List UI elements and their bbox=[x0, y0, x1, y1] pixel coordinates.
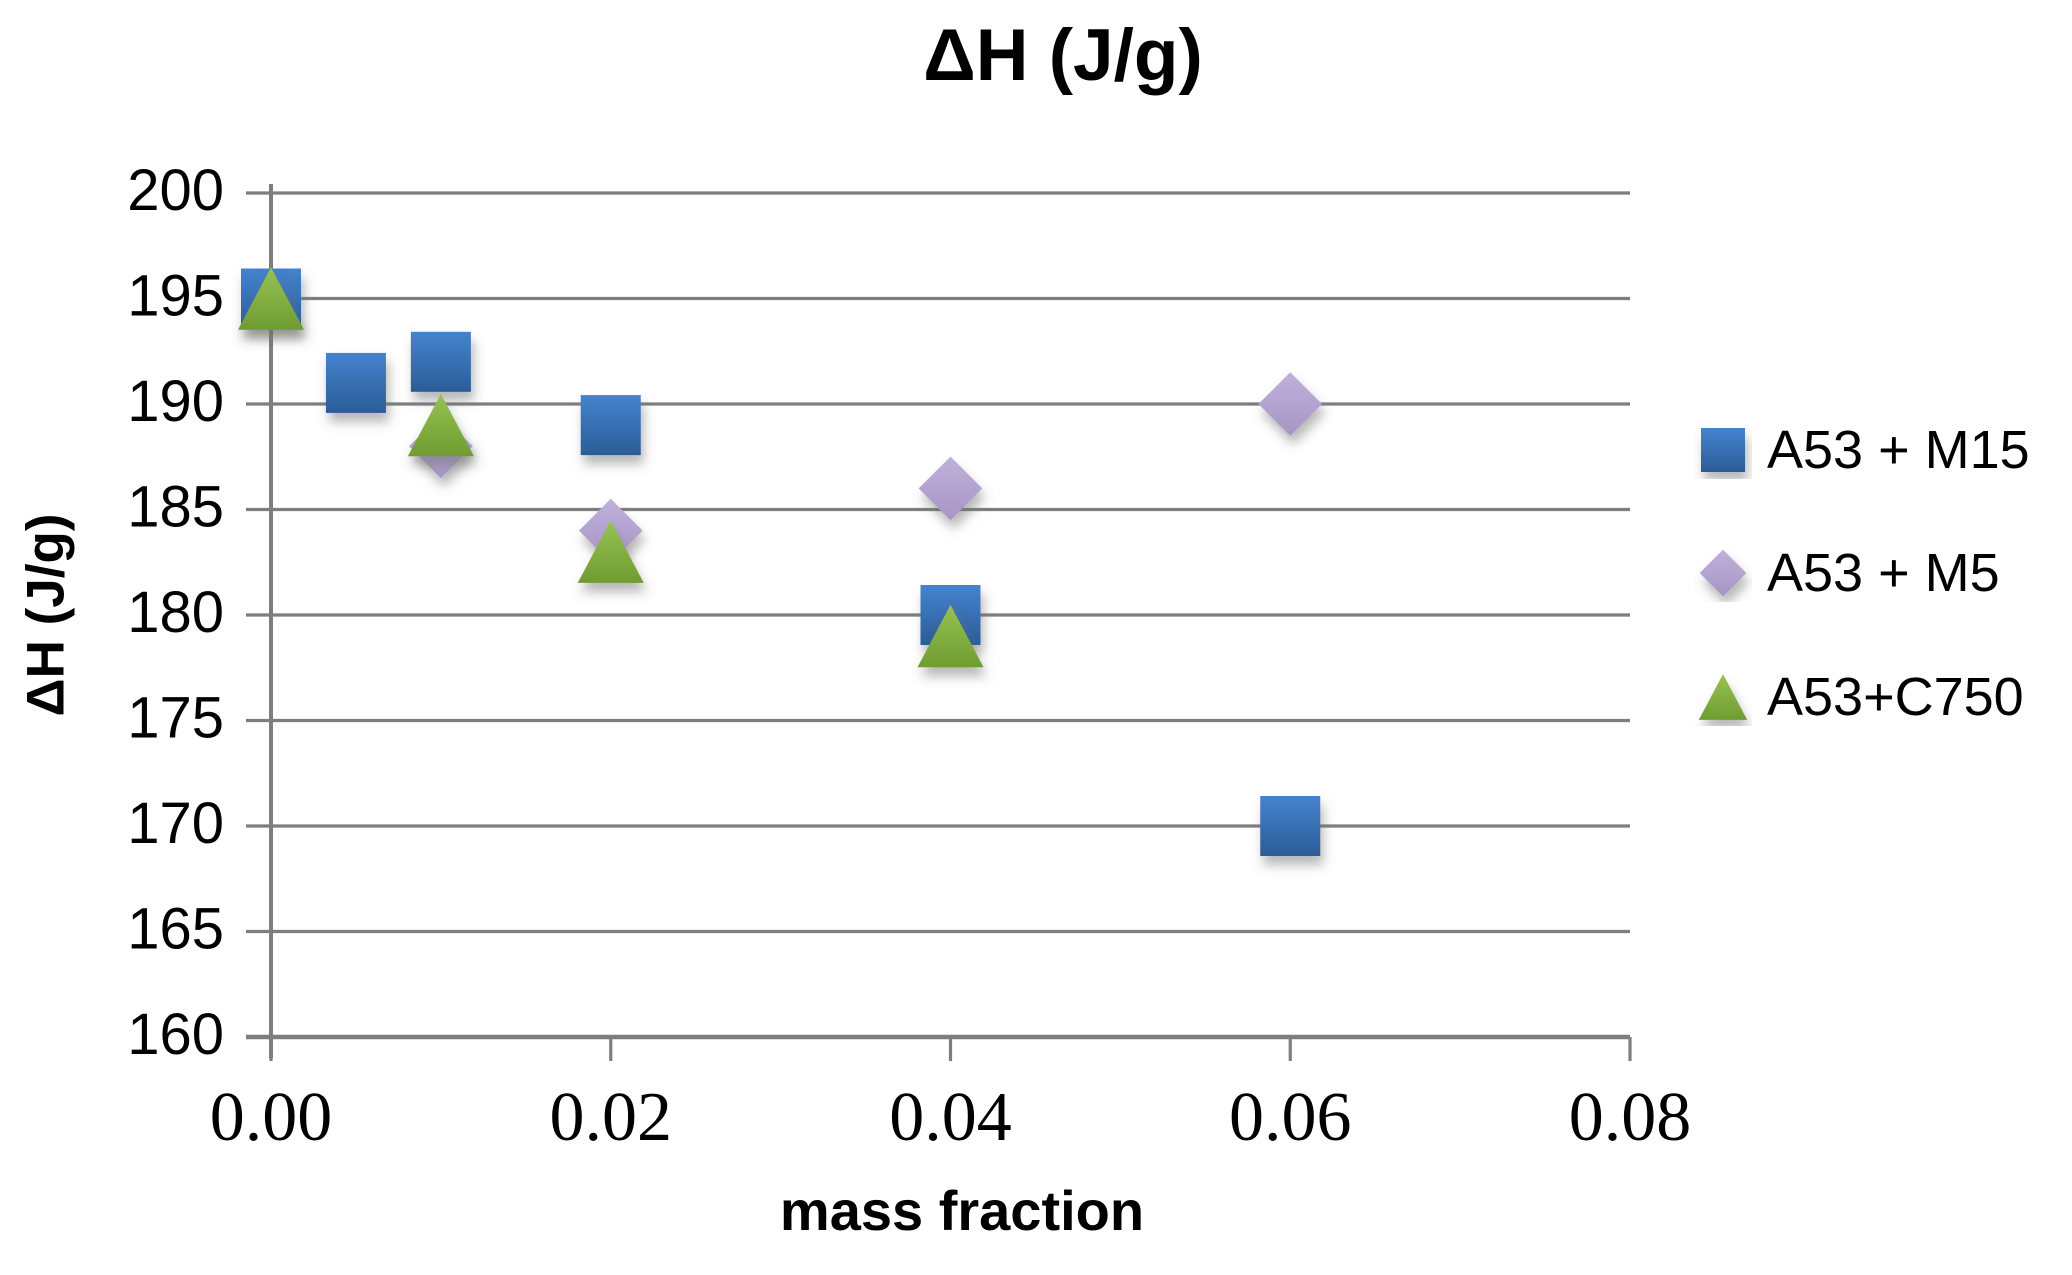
y-tick-label: 180 bbox=[127, 580, 224, 645]
y-tick-label: 195 bbox=[127, 264, 224, 329]
data-point-square bbox=[1701, 428, 1745, 472]
data-point-triangle bbox=[917, 604, 984, 668]
y-tick-label: 160 bbox=[127, 1002, 224, 1067]
y-tick-label: 190 bbox=[127, 369, 224, 434]
legend-label: A53 + M15 bbox=[1767, 420, 2030, 480]
y-tick-label: 175 bbox=[127, 686, 224, 751]
y-tick-label: 170 bbox=[127, 791, 224, 856]
y-tick-label: 200 bbox=[127, 158, 224, 223]
data-point-square bbox=[580, 395, 641, 456]
x-axis-title: mass fraction bbox=[779, 1179, 1145, 1242]
data-point-triangle bbox=[1698, 674, 1748, 720]
legend-label: A53 + M5 bbox=[1767, 543, 2000, 603]
legend-marker-square-icon bbox=[1701, 428, 1745, 472]
data-point-square bbox=[325, 352, 386, 413]
x-tick-label: 0.08 bbox=[1569, 1079, 1692, 1156]
y-tick-label: 165 bbox=[127, 897, 224, 962]
legend-marker-triangle-icon bbox=[1698, 674, 1748, 720]
x-tick-label: 0.00 bbox=[210, 1079, 333, 1156]
x-tick-label: 0.02 bbox=[550, 1079, 673, 1156]
legend-item-a53-m5: A53 + M5 bbox=[1694, 541, 2000, 605]
data-point-square bbox=[1260, 796, 1321, 856]
data-point-triangle bbox=[407, 393, 474, 457]
legend: A53 + M15 A53 + M5 A53+C750 bbox=[1694, 0, 2072, 1275]
legend-item-a53-m15: A53 + M15 bbox=[1694, 418, 2030, 482]
data-point-diamond bbox=[1258, 372, 1323, 436]
data-point-diamond bbox=[1699, 549, 1747, 597]
x-tick-label: 0.06 bbox=[1229, 1079, 1352, 1156]
legend-marker-diamond-icon bbox=[1699, 549, 1747, 597]
data-point-square bbox=[410, 331, 471, 392]
data-point-triangle bbox=[238, 267, 304, 330]
legend-item-a53-c750: A53+C750 bbox=[1694, 665, 2024, 729]
legend-label: A53+C750 bbox=[1767, 667, 2024, 727]
data-point-diamond bbox=[918, 456, 983, 521]
data-point-triangle bbox=[577, 520, 644, 583]
y-tick-label: 185 bbox=[127, 475, 224, 540]
chart-title: ΔH (J/g) bbox=[923, 15, 1203, 96]
x-tick-label: 0.04 bbox=[889, 1079, 1012, 1156]
